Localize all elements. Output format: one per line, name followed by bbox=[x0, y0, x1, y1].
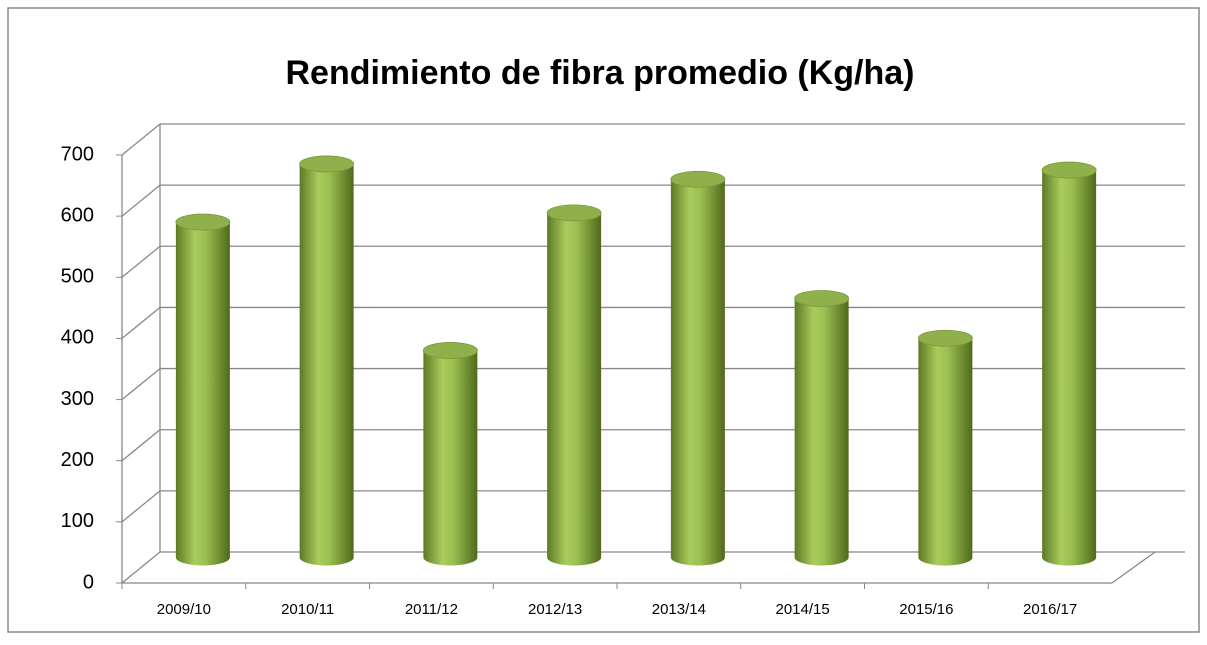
y-tick-label: 200 bbox=[61, 449, 94, 471]
bar-top bbox=[175, 213, 231, 231]
y-tick-label: 700 bbox=[61, 143, 94, 165]
bar bbox=[794, 290, 850, 566]
bar bbox=[546, 204, 602, 566]
bar-top bbox=[670, 170, 726, 188]
x-tick-label: 2016/17 bbox=[1023, 601, 1077, 618]
chart-title: Rendimiento de fibra promedio (Kg/ha) bbox=[285, 54, 914, 92]
grid-line bbox=[121, 184, 161, 217]
bar bbox=[1041, 161, 1097, 566]
bar bbox=[917, 329, 973, 566]
x-tick-label: 2013/14 bbox=[652, 601, 706, 618]
x-tick-label: 2014/15 bbox=[776, 601, 830, 618]
x-tick-label: 2010/11 bbox=[281, 601, 334, 618]
bar bbox=[670, 170, 726, 566]
grid-line bbox=[121, 490, 161, 523]
grid-line bbox=[121, 306, 161, 339]
bar-top bbox=[794, 290, 850, 307]
y-tick-label: 300 bbox=[61, 388, 94, 410]
y-tick-label: 600 bbox=[61, 204, 94, 226]
bar-body bbox=[547, 212, 602, 566]
x-tick-label: 2015/16 bbox=[899, 601, 953, 618]
x-tick-label: 2011/12 bbox=[405, 601, 458, 618]
y-tick-label: 100 bbox=[61, 510, 94, 532]
bar-top bbox=[1041, 161, 1097, 179]
bar bbox=[422, 342, 478, 566]
bar-top bbox=[546, 204, 602, 222]
bar-top bbox=[299, 155, 355, 173]
grid-line bbox=[121, 123, 161, 156]
bar-body bbox=[175, 222, 230, 566]
bar-body bbox=[299, 163, 354, 566]
bar-top bbox=[917, 329, 973, 347]
bar-top bbox=[422, 342, 478, 359]
y-tick-label: 400 bbox=[61, 327, 94, 349]
bar bbox=[175, 213, 231, 566]
bar-body bbox=[794, 298, 849, 566]
x-tick-label: 2009/10 bbox=[157, 601, 211, 618]
bar bbox=[299, 155, 355, 566]
x-tick-label: 2012/13 bbox=[528, 601, 582, 618]
bar-body bbox=[670, 179, 725, 566]
y-tick-label: 500 bbox=[61, 266, 94, 288]
grid-line bbox=[121, 429, 161, 462]
y-tick-label: 0 bbox=[83, 571, 94, 593]
bar-body bbox=[918, 338, 973, 566]
grid-line bbox=[121, 245, 161, 278]
floor-edge bbox=[1111, 551, 1156, 584]
grid-line bbox=[121, 551, 161, 584]
bar-body bbox=[423, 350, 478, 566]
grid-line bbox=[121, 368, 161, 401]
bar-body bbox=[1042, 170, 1097, 566]
